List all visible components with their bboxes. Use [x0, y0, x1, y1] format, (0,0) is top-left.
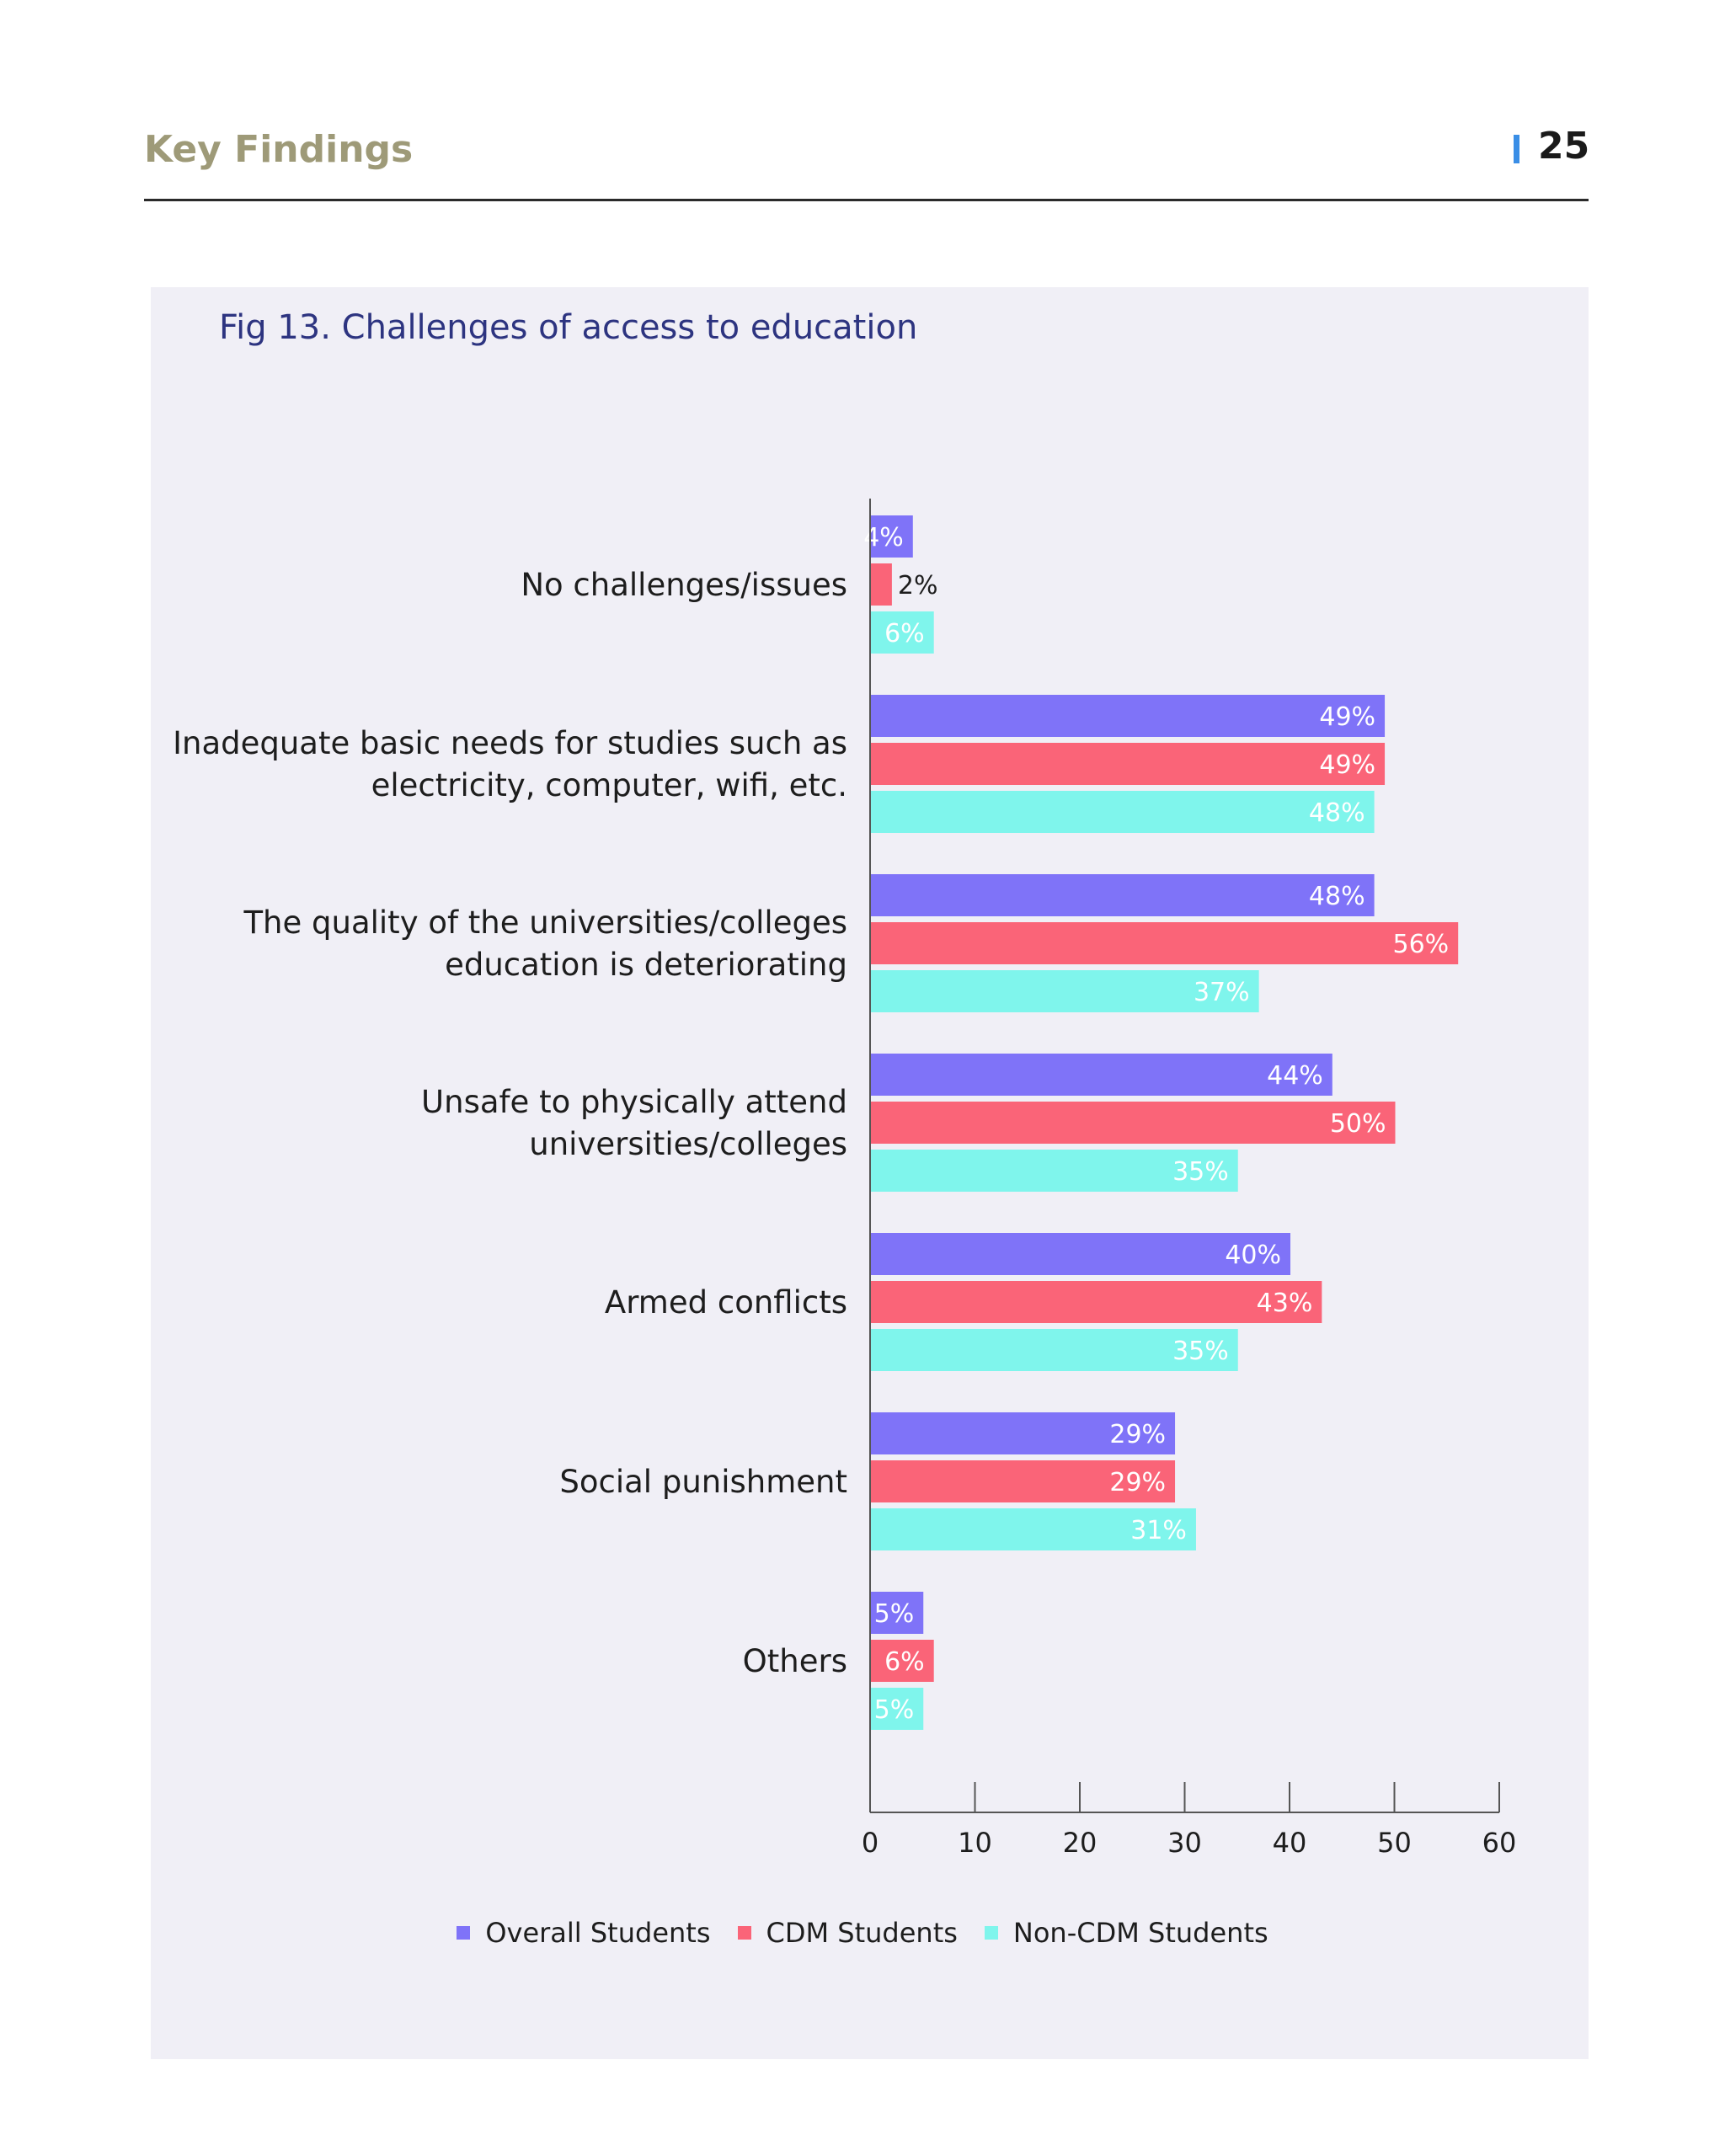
value-label: 50% [1330, 1109, 1386, 1139]
value-label: 29% [1109, 1420, 1166, 1449]
legend-item: Overall Students [457, 1917, 711, 1949]
bar-overall-students [871, 695, 1386, 737]
value-label: 49% [1319, 702, 1375, 732]
chart-legend: Overall Students CDM Students Non-CDM Stud… [0, 1917, 1725, 1949]
legend-label: CDM Students [766, 1917, 958, 1949]
value-label: 49% [1319, 750, 1375, 780]
bar-non-cdm-students [871, 1508, 1196, 1550]
bar-overall-students [871, 874, 1375, 916]
bar-cdm-students [871, 743, 1386, 785]
value-label: 31% [1130, 1516, 1187, 1545]
x-tick-label: 30 [1167, 1827, 1202, 1859]
x-tick-label: 60 [1482, 1827, 1517, 1859]
figure-title: Fig 13. Challenges of access to educatio… [219, 308, 918, 347]
bar-cdm-students [871, 1460, 1176, 1502]
category-label: Social punishment [559, 1464, 847, 1500]
category-label: Others [743, 1643, 847, 1679]
category-label: universities/colleges [529, 1126, 847, 1162]
bar-non-cdm-students [871, 970, 1259, 1012]
bar-non-cdm-students [871, 1150, 1238, 1192]
legend-label: Overall Students [485, 1917, 711, 1949]
bar-overall-students [871, 1233, 1290, 1275]
category-label: Inadequate basic needs for studies such … [173, 725, 847, 761]
category-label: The quality of the universities/colleges [243, 905, 847, 941]
bar-overall-students [871, 515, 913, 558]
bar-cdm-students [871, 563, 892, 606]
category-label: Unsafe to physically attend [421, 1084, 847, 1120]
x-tick-label: 40 [1273, 1827, 1307, 1859]
value-label: 6% [884, 1647, 925, 1677]
bar-non-cdm-students [871, 791, 1375, 833]
category-label: No challenges/issues [521, 567, 847, 603]
bar-overall-students [871, 1592, 924, 1634]
bar-cdm-students [871, 1640, 934, 1682]
value-label: 5% [874, 1695, 915, 1725]
header-divider [144, 199, 1589, 201]
x-tick-label: 50 [1377, 1827, 1412, 1859]
value-label: 6% [884, 619, 925, 648]
bar-non-cdm-students [871, 1688, 924, 1730]
category-label: Armed conflicts [605, 1284, 847, 1321]
value-label: 35% [1172, 1337, 1229, 1366]
value-label: 5% [874, 1599, 915, 1629]
page-number-marker [1514, 135, 1519, 163]
legend-item: CDM Students [737, 1917, 958, 1949]
x-tick-label: 0 [862, 1827, 879, 1859]
category-label: electricity, computer, wifi, etc. [371, 767, 847, 803]
value-label: 44% [1267, 1061, 1323, 1091]
x-tick-label: 20 [1063, 1827, 1097, 1859]
value-label: 40% [1225, 1241, 1281, 1270]
page-header-title: Key Findings [144, 128, 414, 171]
value-label: 37% [1194, 978, 1250, 1007]
value-label: 29% [1109, 1468, 1166, 1497]
legend-swatch [737, 1926, 751, 1940]
bar-overall-students [871, 1412, 1176, 1454]
legend-item: Non-CDM Students [984, 1917, 1268, 1949]
value-label: 56% [1393, 930, 1450, 959]
legend-swatch [984, 1926, 998, 1940]
bar-non-cdm-students [871, 1329, 1238, 1371]
value-label: 48% [1309, 882, 1365, 911]
bar-cdm-students [871, 922, 1459, 964]
bar-cdm-students [871, 1102, 1396, 1144]
x-tick-label: 10 [958, 1827, 992, 1859]
bar-cdm-students [871, 1281, 1322, 1323]
page-number: 25 [1538, 125, 1590, 168]
value-label: 48% [1309, 798, 1365, 828]
value-label: 43% [1257, 1289, 1313, 1318]
value-label: 35% [1172, 1157, 1229, 1187]
legend-swatch [457, 1926, 471, 1940]
bar-overall-students [871, 1054, 1332, 1096]
category-label: education is deteriorating [445, 947, 847, 983]
legend-label: Non-CDM Students [1012, 1917, 1268, 1949]
value-label: 2% [898, 571, 938, 600]
bar-non-cdm-students [871, 611, 934, 654]
